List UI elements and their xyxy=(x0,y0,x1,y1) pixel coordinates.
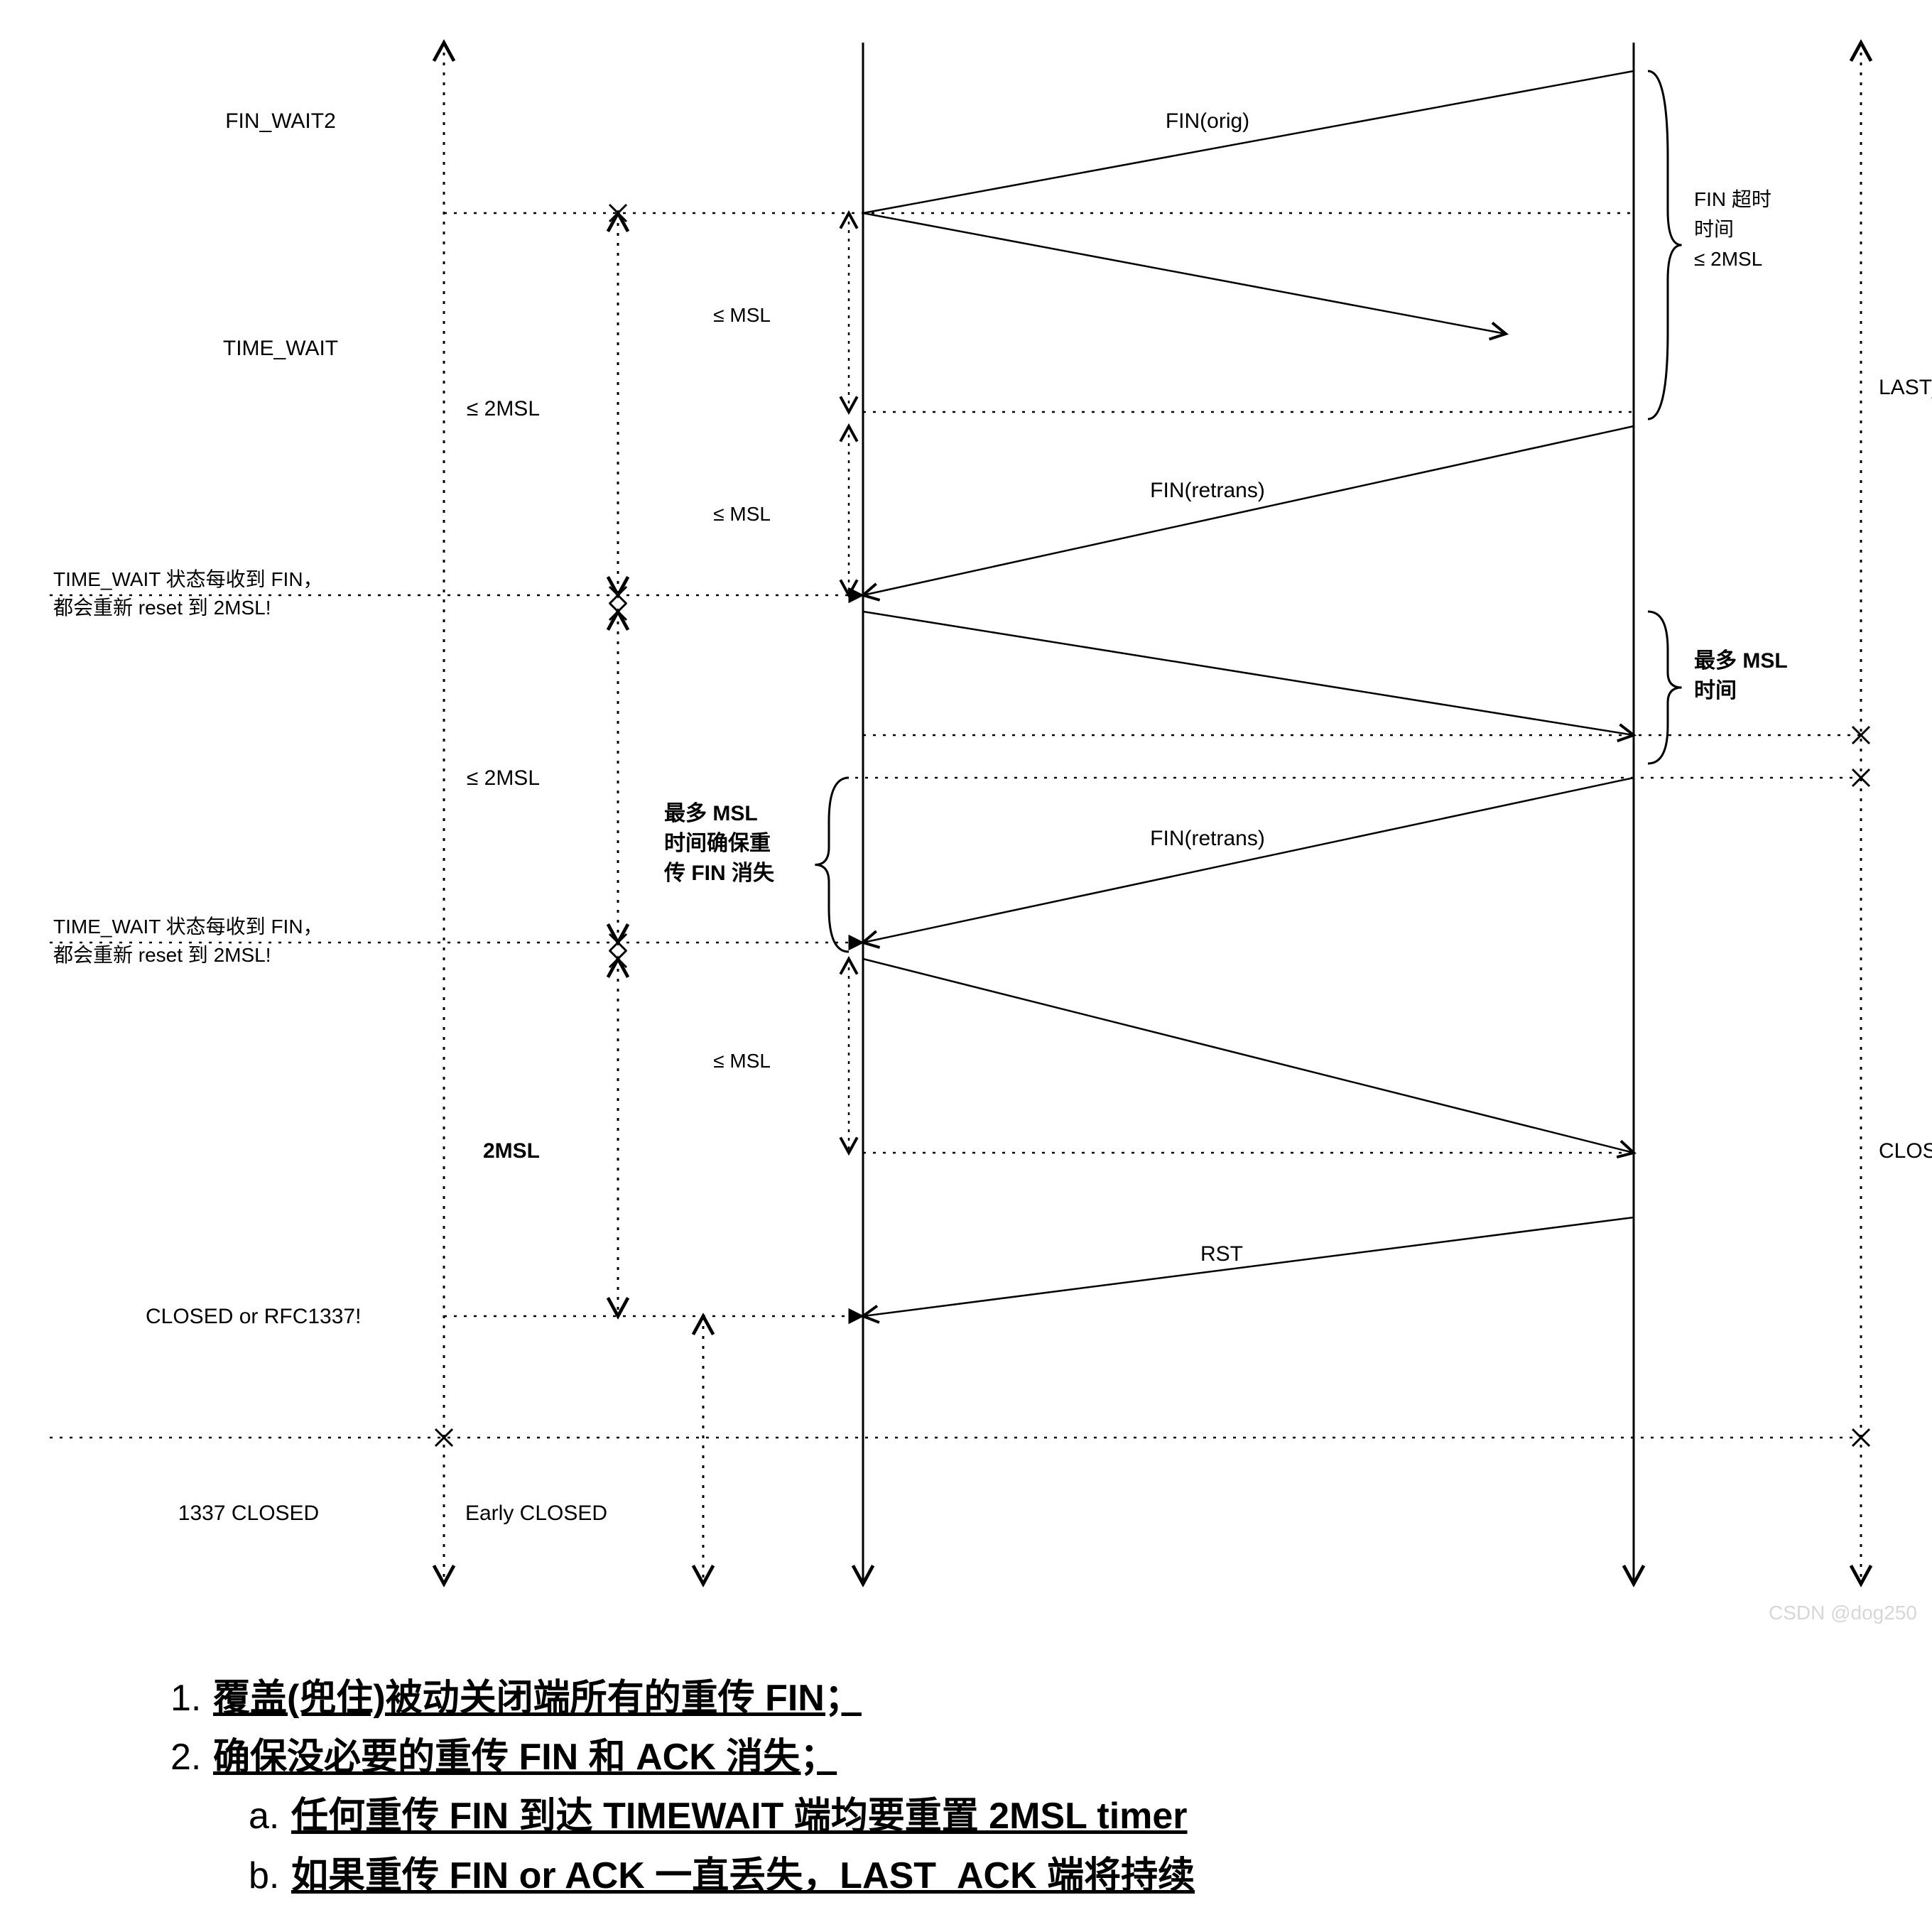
svg-text:TIME_WAIT 状态每收到 FIN，: TIME_WAIT 状态每收到 FIN， xyxy=(53,568,323,590)
svg-text:≤ 2MSL: ≤ 2MSL xyxy=(467,397,540,420)
svg-text:TIME_WAIT 状态每收到 FIN，: TIME_WAIT 状态每收到 FIN， xyxy=(53,916,323,938)
svg-text:≤ 2MSL: ≤ 2MSL xyxy=(467,766,540,790)
note-2b: 如果重传 FIN or ACK 一直丢失，LAST_ACK 端将持续 xyxy=(291,1855,1195,1896)
svg-text:≤ 2MSL: ≤ 2MSL xyxy=(1694,248,1762,270)
svg-text:最多 MSL: 最多 MSL xyxy=(664,802,758,825)
svg-text:FIN(orig): FIN(orig) xyxy=(1166,109,1249,133)
svg-text:TIME_WAIT: TIME_WAIT xyxy=(223,337,338,360)
svg-text:FIN 超时: FIN 超时 xyxy=(1694,188,1771,210)
svg-text:都会重新 reset 到 2MSL!: 都会重新 reset 到 2MSL! xyxy=(53,944,271,966)
svg-text:时间: 时间 xyxy=(1694,218,1734,240)
note-2: 确保没必要的重传 FIN 和 ACK 消失； xyxy=(213,1737,837,1778)
svg-text:CLOSED: CLOSED xyxy=(1879,1139,1932,1163)
svg-text:RST: RST xyxy=(1200,1242,1243,1266)
svg-text:时间确保重: 时间确保重 xyxy=(664,831,771,855)
notes-list: 1.覆盖(兜住)被动关闭端所有的重传 FIN； 2.确保没必要的重传 FIN 和… xyxy=(170,1669,1804,1906)
svg-text:≤ MSL: ≤ MSL xyxy=(713,1050,771,1072)
svg-text:最多 MSL: 最多 MSL xyxy=(1694,649,1788,673)
svg-text:FIN_WAIT2: FIN_WAIT2 xyxy=(225,109,336,133)
svg-text:CSDN @dog250: CSDN @dog250 xyxy=(1769,1602,1917,1624)
svg-text:传 FIN 消失: 传 FIN 消失 xyxy=(663,862,775,885)
tcp-timewait-diagram: ≤ 2MSL ≤ 2MSL 2MSL ≤ MSL ≤ MSL ≤ MSL TIME_WAIT… xyxy=(0,0,1932,1922)
note-1: 覆盖(兜住)被动关闭端所有的重传 FIN； xyxy=(213,1678,862,1719)
svg-text:FIN(retrans): FIN(retrans) xyxy=(1150,479,1265,502)
svg-text:Early CLOSED: Early CLOSED xyxy=(465,1502,607,1525)
svg-text:FIN(retrans): FIN(retrans) xyxy=(1150,827,1265,850)
svg-text:CLOSED or RFC1337!: CLOSED or RFC1337! xyxy=(146,1305,361,1328)
svg-text:LAST_ACK: LAST_ACK xyxy=(1879,376,1932,399)
svg-text:2MSL: 2MSL xyxy=(483,1139,540,1163)
svg-text:1337 CLOSED: 1337 CLOSED xyxy=(178,1502,319,1525)
svg-text:≤ MSL: ≤ MSL xyxy=(713,304,771,326)
svg-text:≤ MSL: ≤ MSL xyxy=(713,503,771,525)
note-2a: 任何重传 FIN 到达 TIMEWAIT 端均要重置 2MSL timer xyxy=(291,1796,1188,1837)
svg-text:都会重新 reset 到 2MSL!: 都会重新 reset 到 2MSL! xyxy=(53,597,271,619)
svg-text:时间: 时间 xyxy=(1694,679,1737,702)
